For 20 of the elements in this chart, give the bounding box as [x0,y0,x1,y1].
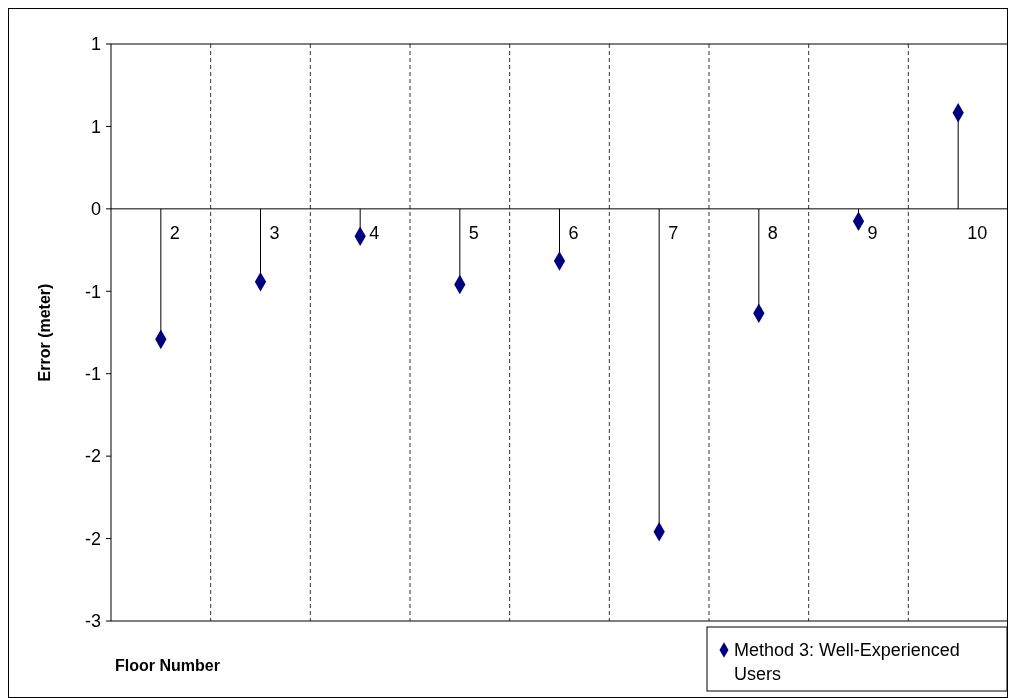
x-tick-label: 6 [568,223,579,244]
y-tick-label: 0 [90,199,101,220]
x-tick-label: 5 [468,223,479,244]
x-tick-label: 9 [867,223,878,244]
y-tick-label: 1 [90,34,101,55]
legend-label: Method 3: Well-Experienced Users [734,640,960,685]
x-tick-label: 10 [967,223,988,244]
x-tick-label: 3 [269,223,280,244]
x-tick-label: 2 [169,223,180,244]
y-tick-label: -1 [84,281,101,302]
x-tick-label: 4 [369,223,380,244]
y-tick-label: 1 [90,116,101,137]
y-axis-title: Error (meter) [36,283,53,382]
x-tick-label: 7 [668,223,679,244]
y-tick-label: -1 [84,364,101,385]
x-axis-title: Floor Number [115,657,220,674]
y-tick-label: -3 [84,611,101,632]
y-tick-label: -2 [84,446,101,467]
y-tick-label: -2 [84,528,101,549]
x-tick-label: 8 [767,223,778,244]
